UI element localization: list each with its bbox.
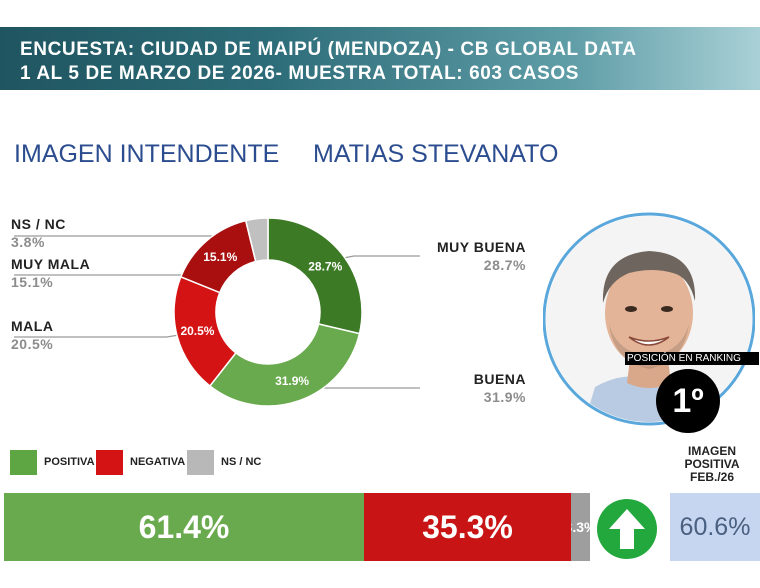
bar-segment-negativa: 35.3% [364,493,571,561]
leader-line-buena [295,387,420,392]
donut-slice-labels: 28.7% 31.9% 20.5% 15.1% [180,250,342,388]
label-buena: BUENA 31.9% [426,371,526,405]
candidate-photo [542,211,756,427]
legend-swatch-negativa [96,449,123,475]
ranking-value: 1º [672,381,704,420]
donut-slice-label-mala: 20.5% [180,324,214,338]
legend-item-positiva: POSITIVA [10,449,95,475]
ranking-badge: 1º [656,369,720,433]
header-line-2: 1 AL 5 DE MARZO DE 2026- MUESTRA TOTAL: … [20,63,580,84]
donut-slice-label-buena: 31.9% [275,374,309,388]
previous-image-value: 60.6% [670,493,760,561]
header-banner: ENCUESTA: CIUDAD DE MAIPÚ (MENDOZA) - CB… [0,27,760,90]
legend-item-negativa: NEGATIVA [96,449,185,475]
bar-segment-ns-nc: 3.3% [571,493,590,561]
legend-item-ns-nc: NS / NC [187,449,261,475]
label-muy-mala: MUY MALA 15.1% [11,256,90,290]
donut-slice-buena [208,323,361,407]
legend-swatch-ns-nc [187,449,214,475]
caption-line-1: IMAGEN [688,444,736,458]
leader-lines [14,228,420,392]
legend-label-negativa: NEGATIVA [130,456,186,468]
label-muy-mala-name: MUY MALA [11,256,91,272]
ranking-label: POSICIÓN EN RANKING [625,352,759,365]
leader-line-muy-buena [333,255,420,261]
label-mala-name: MALA [11,318,54,334]
donut-slice-muy-mala [179,219,257,294]
label-buena-name: BUENA [473,371,526,387]
label-mala-value: 20.5% [11,336,54,352]
bar-segment-positiva: 61.4% [4,493,364,561]
donut-slice-label-muy-buena: 28.7% [308,260,342,274]
label-muy-mala-value: 15.1% [11,274,54,290]
legend-label-positiva: POSITIVA [44,456,95,468]
donut-slice-muy-buena [267,217,363,335]
previous-image-caption: IMAGEN POSITIVA FEB./26 [664,445,760,484]
donut-slices [173,217,363,407]
label-buena-value: 31.9% [483,389,526,405]
up-arrow-icon [597,499,657,559]
header-line-1: ENCUESTA: CIUDAD DE MAIPÚ (MENDOZA) - CB… [20,39,637,60]
label-muy-buena-value: 28.7% [483,257,526,273]
donut-slice-ns-nc [244,217,269,263]
candidate-name: MATIAS STEVANATO [313,140,559,168]
donut-slice-mala [173,275,237,387]
caption-line-3: FEB./26 [689,470,734,484]
legend-swatch-positiva [10,449,37,475]
caption-line-2: POSITIVA [684,457,740,471]
label-muy-buena-name: MUY BUENA [436,239,526,255]
donut-slice-label-muy-mala: 15.1% [203,250,237,264]
label-ns-nc: NS / NC 3.8% [11,216,66,250]
section-title: IMAGEN INTENDENTE [14,140,280,168]
label-mala: MALA 20.5% [11,318,53,352]
label-ns-nc-name: NS / NC [11,216,66,232]
legend-label-ns-nc: NS / NC [221,456,262,468]
label-muy-buena: MUY BUENA 28.7% [426,239,526,273]
label-ns-nc-value: 3.8% [11,234,45,250]
